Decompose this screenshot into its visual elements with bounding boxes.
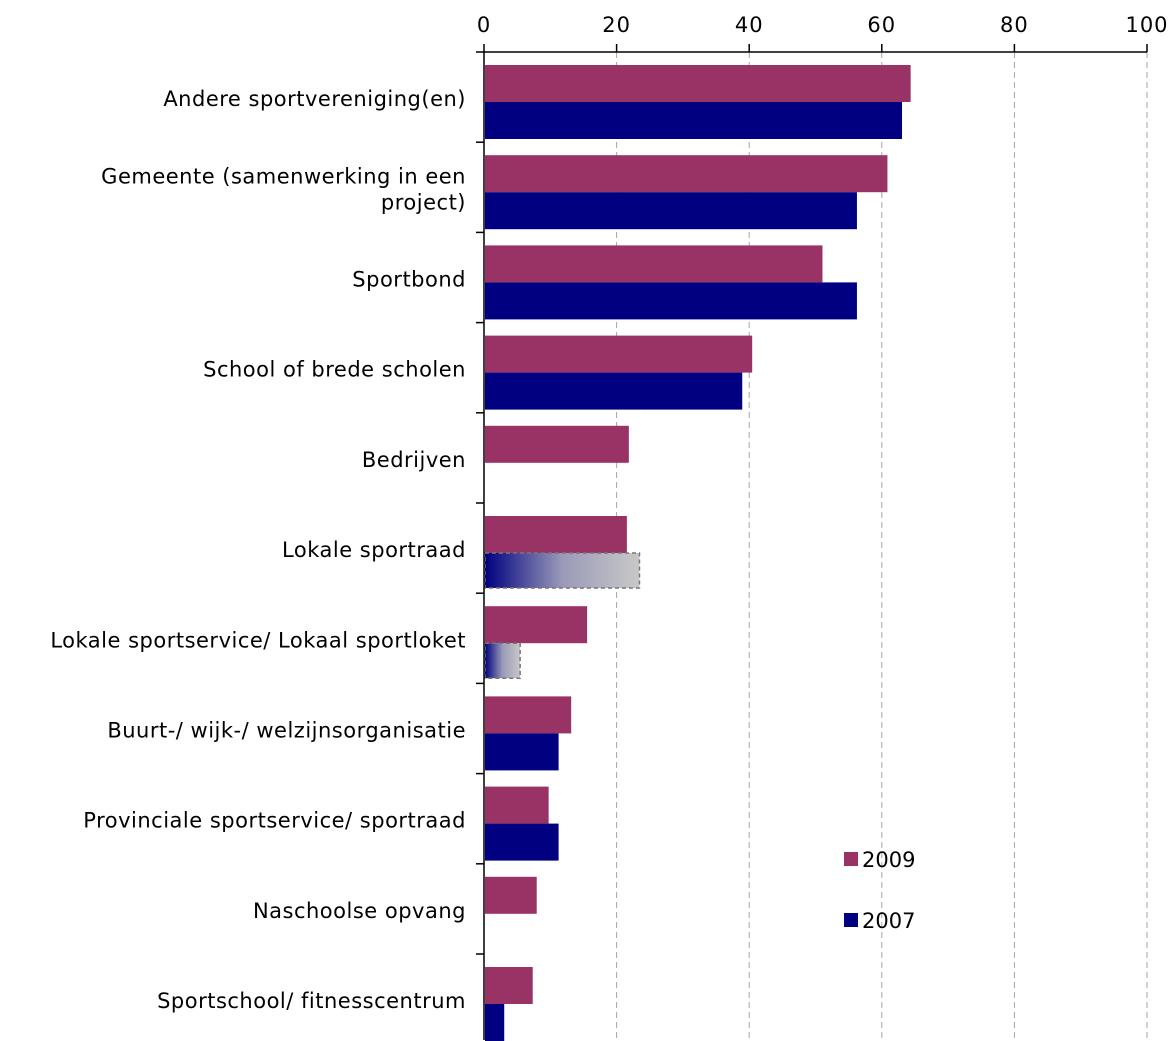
legend-label-2009: 2009 [862,848,915,872]
category-label: Bedrijven [362,448,466,472]
bar-2007 [485,1004,505,1041]
legend: 2009 2007 [844,848,915,933]
category-label: Lokale sportraad [282,538,466,562]
category-label: Sportschool/ fitnesscentrum [157,989,466,1013]
bar-2007 [485,733,559,771]
bar-2009 [485,876,537,914]
legend-swatch-2007 [844,913,858,927]
category-label: Andere sportvereniging(en) [163,87,466,111]
bar-2009 [485,425,629,463]
bar-2007 [485,282,857,320]
category-label: School of brede scholen [203,358,466,382]
bar-2009 [485,696,572,734]
bar-2009 [485,786,549,824]
x-tick-label: 20 [602,13,631,37]
bar-2009 [485,335,753,373]
bar-2007 [485,192,857,230]
category-label: Provinciale sportservice/ sportraad [83,809,466,833]
bar-2007 [485,102,903,139]
bar-2007 [485,372,743,410]
legend-label-2007: 2007 [862,909,915,933]
axes [476,44,1148,1040]
category-label: Gemeente (samenwerking in een project) [101,164,466,214]
bar-2009 [485,65,911,102]
x-tick-label: 100 [1125,13,1168,37]
bar-2009 [485,245,823,283]
x-tick-labels: 0 20 40 60 80 100 [477,13,1168,37]
bars [484,65,911,1041]
bar-2009 [485,967,533,1004]
bar-2009 [485,606,588,644]
category-label: Sportbond [352,268,466,292]
bar-2007 [485,823,559,861]
x-tick-label: 60 [867,13,896,37]
x-tick-label: 0 [477,13,491,37]
category-labels: Andere sportvereniging(en) Gemeente (same… [50,87,466,1013]
category-label: Lokale sportservice/ Lokaal sportloket [50,628,466,652]
bar-2007-highlighted [484,552,641,589]
legend-swatch-2009 [844,852,858,866]
category-label: Buurt-/ wijk-/ welzijnsorganisatie [107,719,466,743]
category-label: Naschoolse opvang [253,899,466,923]
bar-2009 [485,516,627,553]
x-tick-label: 40 [735,13,764,37]
bar-2007-highlighted [484,642,521,679]
x-tick-label: 80 [1000,13,1029,37]
bar-2009 [485,155,888,193]
